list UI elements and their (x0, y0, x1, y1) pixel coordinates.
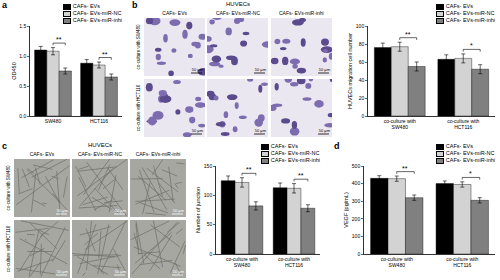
html-text:CAFs- EVs: CAFs- EVs (29, 151, 55, 157)
svg-text:50 μm: 50 μm (115, 269, 127, 274)
svg-text:40: 40 (359, 77, 365, 83)
svg-text:co-culture withSW480: co-culture withSW480 (381, 256, 413, 269)
svg-text:300: 300 (352, 198, 361, 204)
html-text:c: c (2, 141, 7, 151)
svg-text:50 μm: 50 μm (173, 269, 185, 274)
html-text:a: a (2, 0, 7, 10)
html-text:CAFs- EVs-miR-inhi: CAFs- EVs-miR-inhi (445, 17, 495, 24)
svg-text:50 μm: 50 μm (318, 128, 330, 133)
svg-text:co-culture withHCT116: co-culture withHCT116 (278, 256, 310, 269)
svg-text:80: 80 (359, 41, 365, 47)
html-text:HUVECs: HUVECs (88, 142, 112, 148)
html-text:CAFs- EVs: CAFs- EVs (270, 143, 298, 149)
svg-text:50 μm: 50 μm (255, 128, 267, 133)
html-text:CAFs- EVs: CAFs- EVs (445, 143, 473, 149)
html-text:CAFs- EVs: CAFs- EVs (72, 3, 100, 9)
svg-text:50 μm: 50 μm (57, 208, 69, 213)
svg-text:**: ** (102, 51, 108, 58)
html-text:CAFs- EVs: CAFs- EVs (162, 10, 187, 16)
svg-text:**: ** (56, 36, 62, 43)
svg-text:50 μm: 50 μm (192, 128, 204, 133)
svg-text:100: 100 (356, 23, 365, 29)
html-text:CAFs- EVs-miR-NC: CAFs- EVs-miR-NC (445, 10, 495, 17)
svg-text:50 μm: 50 μm (318, 67, 330, 72)
svg-text:OD450: OD450 (11, 62, 17, 79)
html-text:CAFs- EVs-miR-inhi: CAFs- EVs-miR-inhi (135, 151, 181, 157)
svg-text:50 μm: 50 μm (192, 67, 204, 72)
svg-text:0: 0 (361, 113, 364, 119)
svg-text:co-culture withSW480: co-culture withSW480 (384, 118, 416, 131)
html-text:b: b (132, 0, 138, 10)
svg-text:SW480: SW480 (45, 118, 62, 124)
html-text:CAFs- EVs-miR-NC: CAFs- EVs-miR-NC (215, 10, 261, 16)
svg-text:*: * (469, 170, 472, 177)
svg-text:co-culture withHCT116: co-culture withHCT116 (447, 118, 479, 131)
svg-text:**: ** (405, 31, 411, 38)
svg-text:Number of junction: Number of junction (195, 187, 201, 233)
svg-text:50 μm: 50 μm (173, 208, 185, 213)
svg-text:0: 0 (209, 251, 212, 257)
svg-text:1.5: 1.5 (19, 23, 26, 29)
svg-text:50 μm: 50 μm (115, 208, 127, 213)
svg-text:*: * (470, 42, 473, 49)
html-text:CAFs- EVs-miR-inhi: CAFs- EVs-miR-inhi (445, 157, 495, 164)
svg-text:co-culture withHCT116: co-culture withHCT116 (446, 256, 478, 269)
html-text:co-culture with HCT116: co-culture with HCT116 (5, 225, 11, 273)
svg-text:**: ** (298, 172, 304, 179)
html-text:co-culture with SW480: co-culture with SW480 (135, 24, 141, 70)
svg-text:50 μm: 50 μm (255, 67, 267, 72)
svg-text:400: 400 (352, 180, 361, 186)
svg-text:0.0: 0.0 (19, 113, 26, 119)
html-text:CAFs- EVs-miR-NC: CAFs- EVs-miR-NC (72, 10, 122, 17)
svg-text:100: 100 (352, 233, 361, 239)
html-text:HUVECs: HUVECs (226, 1, 250, 7)
html-text:d: d (334, 141, 340, 151)
html-text:co-culture with SW480: co-culture with SW480 (5, 165, 11, 211)
svg-text:VEGF (pg/mL): VEGF (pg/mL) (343, 192, 349, 228)
svg-text:20: 20 (359, 95, 365, 101)
svg-text:60: 60 (359, 59, 365, 65)
html-text:CAFs- EVs-miR-NC: CAFs- EVs-miR-NC (77, 151, 123, 157)
svg-text:HUVECs migration cell number: HUVECs migration cell number (347, 33, 353, 109)
html-text:CAFs- EVs: CAFs- EVs (445, 3, 473, 9)
html-text:CAFs- EVs-miR-inhi: CAFs- EVs-miR-inhi (72, 17, 122, 24)
svg-text:50 μm: 50 μm (57, 269, 69, 274)
html-text:CAFs- EVs-miR-NC: CAFs- EVs-miR-NC (270, 150, 320, 157)
svg-text:**: ** (402, 165, 408, 172)
svg-text:200: 200 (352, 216, 361, 222)
svg-text:HCT116: HCT116 (90, 118, 108, 124)
svg-text:co-culture withSW480: co-culture withSW480 (226, 256, 258, 269)
svg-text:100: 100 (204, 192, 213, 198)
svg-text:150: 150 (204, 163, 213, 169)
svg-text:500: 500 (352, 163, 361, 169)
svg-text:0.5: 0.5 (19, 83, 26, 89)
svg-text:50: 50 (207, 221, 213, 227)
html-text:CAFs- EVs-miR-inhi: CAFs- EVs-miR-inhi (279, 10, 324, 16)
html-text:co-culture with HCT116: co-culture with HCT116 (135, 84, 141, 132)
html-text:CAFs- EVs-miR-inhi: CAFs- EVs-miR-inhi (270, 157, 320, 164)
html-text:CAFs- EVs-miR-NC: CAFs- EVs-miR-NC (445, 150, 495, 157)
svg-text:0: 0 (357, 251, 360, 257)
svg-text:1.0: 1.0 (19, 53, 26, 59)
svg-text:**: ** (246, 166, 252, 173)
